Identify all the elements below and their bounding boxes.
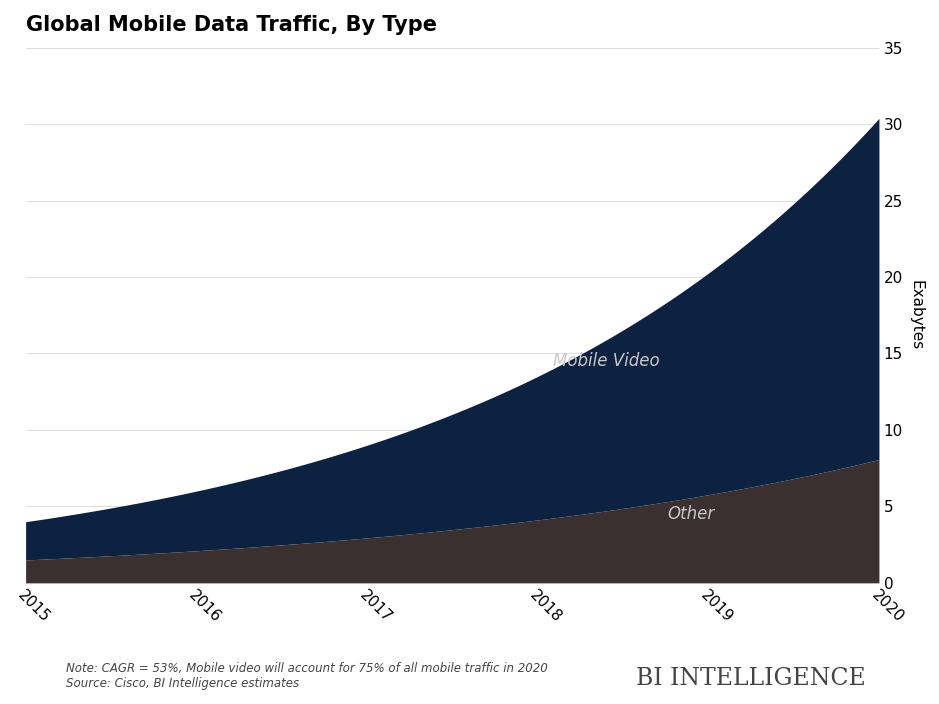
- Text: Mobile Video: Mobile Video: [552, 352, 659, 370]
- Text: Global Mobile Data Traffic, By Type: Global Mobile Data Traffic, By Type: [25, 15, 437, 35]
- Text: BI INTELLIGENCE: BI INTELLIGENCE: [637, 667, 866, 690]
- Text: Other: Other: [668, 505, 715, 523]
- Text: Note: CAGR = 53%, Mobile video will account for 75% of all mobile traffic in 202: Note: CAGR = 53%, Mobile video will acco…: [66, 662, 547, 690]
- Y-axis label: Exabytes: Exabytes: [909, 280, 924, 351]
